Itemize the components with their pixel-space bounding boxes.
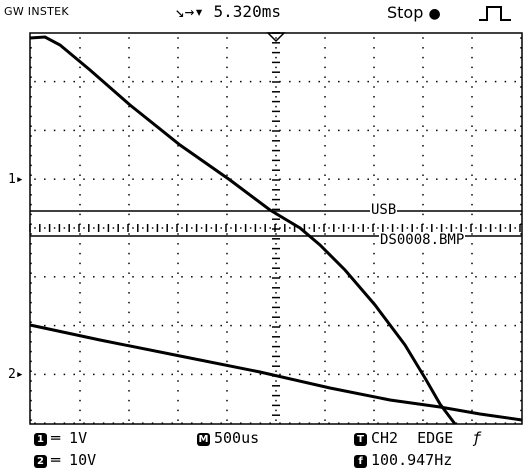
- screen-border: [29, 32, 523, 425]
- trigger-source: CH2: [371, 429, 399, 447]
- frequency-icon: f: [354, 455, 367, 468]
- trigger-readout: T CH2 EDGE ƒ: [354, 429, 481, 447]
- frequency-readout: f 100.947Hz: [354, 451, 452, 469]
- ch1-scale-value: ═ 1V: [51, 429, 88, 447]
- run-stop-status[interactable]: Stop ●: [387, 3, 441, 22]
- ch1-ground-marker[interactable]: 1▸: [8, 172, 24, 187]
- timebase-icon: M: [197, 433, 210, 446]
- trigger-position-marker: [266, 32, 286, 43]
- trigger-slope-icon: ƒ: [472, 429, 482, 447]
- graticule: [29, 32, 522, 424]
- ch1-trace: [29, 35, 457, 425]
- file-name-label: DS0008.BMP: [379, 232, 466, 248]
- ch2-scale-value: ═ 10V: [51, 451, 97, 469]
- trigger-source-icon: T: [354, 433, 367, 446]
- timebase-readout: M 500us: [197, 429, 259, 447]
- frequency-value: 100.947Hz: [371, 451, 453, 469]
- ch2-number-icon: 2: [34, 455, 47, 468]
- ch2-ground-marker[interactable]: 2▸: [8, 367, 24, 382]
- ch1-number-icon: 1: [34, 433, 47, 446]
- ch1-scale-readout: 1 ═ 1V: [34, 429, 87, 447]
- ch2-trace: [29, 323, 523, 422]
- rising-edge-pulse-icon: [479, 6, 511, 21]
- stop-indicator-icon: ●: [428, 6, 441, 22]
- horizontal-position-readout: ↘→▾ 5.320ms: [175, 2, 281, 21]
- trigger-type: EDGE: [417, 429, 454, 447]
- brand-logo: GW INSTEK: [4, 5, 69, 18]
- run-state-label: Stop: [387, 3, 424, 22]
- timebase-value: 500us: [214, 429, 260, 447]
- usb-label: USB: [370, 202, 398, 218]
- ch2-scale-readout: 2 ═ 10V: [34, 451, 96, 469]
